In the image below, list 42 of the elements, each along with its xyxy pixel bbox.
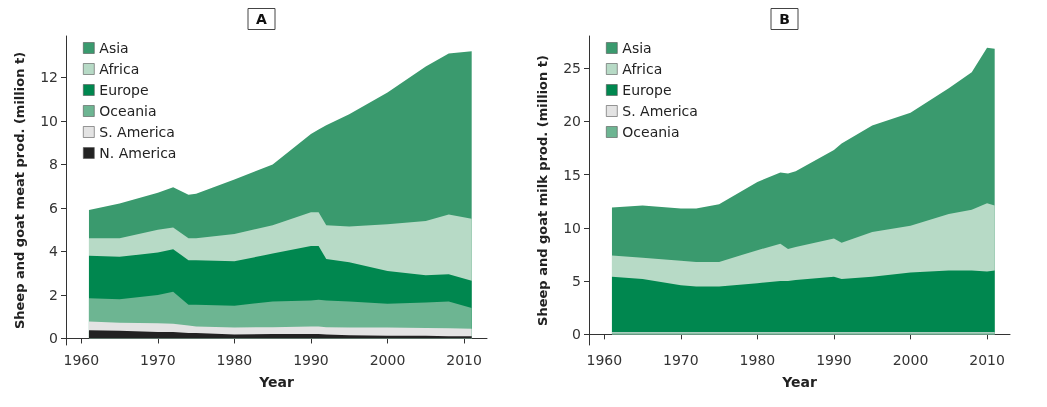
y-tick-label: 4 (49, 243, 59, 260)
legend-label: S. America (622, 103, 698, 119)
y-tick-label: 8 (49, 156, 58, 173)
legend-label: Africa (99, 61, 140, 77)
y-tick-label: 12 (40, 69, 58, 86)
y-tick-label: 2 (49, 286, 58, 303)
x-tick-label: 2000 (369, 352, 406, 368)
x-tick-label: 2010 (446, 352, 482, 368)
x-tick-label: 1970 (140, 352, 176, 368)
legend-label: Oceania (99, 103, 157, 119)
legend-label: Oceania (622, 124, 680, 140)
y-tick-label: 20 (563, 113, 581, 130)
legend-label: Europe (622, 82, 672, 98)
legend-label: Africa (622, 61, 663, 77)
x-tick-label: 1980 (216, 352, 253, 368)
legend-label: N. America (99, 145, 177, 161)
x-tick-label: 1960 (63, 352, 100, 368)
x-tick-label: 1990 (816, 352, 852, 368)
x-tick-label: 1980 (739, 352, 776, 368)
legend-label: Asia (622, 40, 652, 56)
y-tick-label: 5 (572, 273, 581, 290)
chart-title: A (256, 11, 268, 27)
y-tick-label: 0 (49, 330, 58, 347)
x-tick-label: 1970 (663, 352, 699, 368)
x-axis-title: Year (258, 374, 294, 390)
y-tick-label: 10 (563, 219, 581, 236)
chart-title: B (779, 11, 790, 27)
legend-label: S. America (99, 124, 175, 140)
y-axis-title: Sheep and goat milk prod. (million t) (535, 55, 550, 326)
y-tick-label: 15 (563, 166, 581, 183)
y-tick-label: 25 (563, 59, 581, 76)
y-tick-label: 6 (49, 199, 59, 216)
x-tick-label: 1990 (293, 352, 329, 368)
x-axis-title: Year (781, 374, 817, 390)
x-tick-label: 2000 (892, 352, 929, 368)
x-tick-label: 1960 (586, 352, 623, 368)
x-tick-label: 2010 (969, 352, 1005, 368)
legend-label: Asia (99, 40, 129, 56)
y-tick-label: 0 (572, 326, 581, 343)
y-tick-label: 10 (40, 112, 58, 129)
legend-label: Europe (99, 82, 149, 98)
y-axis-title: Sheep and goat meat prod. (million t) (12, 51, 27, 330)
